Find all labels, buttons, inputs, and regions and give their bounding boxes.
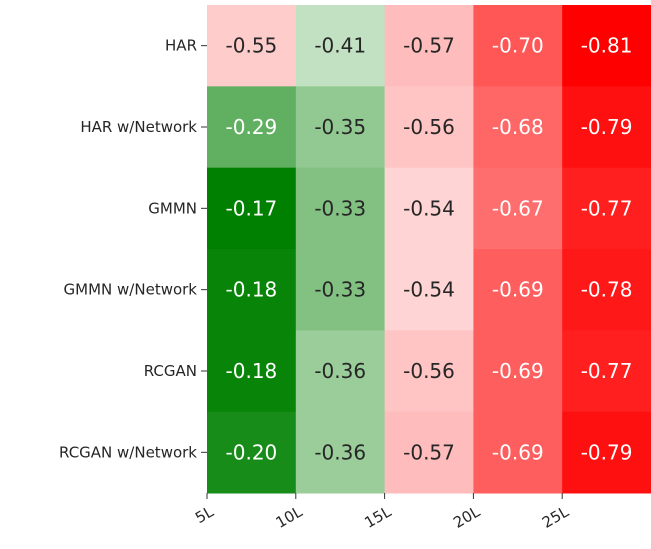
heatmap-cell bbox=[473, 167, 563, 250]
heatmap-cell bbox=[295, 167, 386, 250]
cell-value-label: -0.35 bbox=[314, 115, 366, 139]
heatmap-cell bbox=[295, 86, 386, 169]
y-tick-label: RCGAN w/Network bbox=[59, 443, 197, 461]
heatmap-cell bbox=[207, 86, 297, 169]
cell-value-label: -0.69 bbox=[492, 278, 544, 302]
heatmap-cell bbox=[562, 5, 651, 87]
heatmap-cell bbox=[207, 330, 297, 413]
heatmap-cell bbox=[207, 411, 297, 494]
heatmap-cells bbox=[207, 5, 651, 494]
cell-value-label: -0.67 bbox=[492, 196, 544, 220]
cell-value-label: -0.70 bbox=[492, 34, 544, 58]
cell-value-label: -0.69 bbox=[492, 440, 544, 464]
cell-value-label: -0.81 bbox=[581, 34, 633, 58]
y-tick-label: GMMN bbox=[148, 199, 197, 217]
heatmap-cell bbox=[562, 330, 651, 413]
heatmap-cell bbox=[207, 167, 297, 250]
cell-value-label: -0.79 bbox=[581, 440, 633, 464]
cell-value-label: -0.54 bbox=[403, 278, 455, 302]
heatmap-cell bbox=[384, 167, 474, 250]
heatmap-cell-labels: -0.55 -0.41 -0.57 -0.70 -0.81 -0.29 -0.35 -0.56… bbox=[226, 34, 633, 465]
cell-value-label: -0.36 bbox=[314, 359, 366, 383]
y-axis: HAR HAR w/Network GMMN GMMN w/Network RCGAN R… bbox=[59, 37, 207, 461]
cell-value-label: -0.77 bbox=[581, 196, 633, 220]
cell-value-label: -0.68 bbox=[492, 115, 544, 139]
x-tick-label: 20L bbox=[450, 502, 483, 532]
heatmap-cell bbox=[562, 86, 651, 169]
cell-value-label: -0.29 bbox=[226, 115, 278, 139]
cell-value-label: -0.57 bbox=[403, 440, 455, 464]
cell-value-label: -0.20 bbox=[226, 440, 278, 464]
cell-value-label: -0.56 bbox=[403, 359, 455, 383]
cell-value-label: -0.57 bbox=[403, 34, 455, 58]
heatmap-cell bbox=[207, 5, 297, 87]
cell-value-label: -0.54 bbox=[403, 196, 455, 220]
heatmap-cell bbox=[473, 86, 563, 169]
cell-value-label: -0.36 bbox=[314, 440, 366, 464]
heatmap-cell bbox=[384, 5, 474, 87]
heatmap-cell bbox=[295, 411, 386, 494]
y-tick-label: GMMN w/Network bbox=[64, 281, 198, 299]
cell-value-label: -0.17 bbox=[226, 196, 278, 220]
heatmap-cell bbox=[384, 86, 474, 169]
cell-value-label: -0.79 bbox=[581, 115, 633, 139]
x-tick-label: 25L bbox=[539, 502, 572, 532]
heatmap-cell bbox=[473, 5, 563, 87]
heatmap-cell bbox=[562, 411, 651, 494]
cell-value-label: -0.69 bbox=[492, 359, 544, 383]
heatmap-cell bbox=[384, 411, 474, 494]
x-axis: 5L 10L 15L 20L 25L bbox=[192, 493, 572, 532]
heatmap-cell bbox=[473, 249, 563, 331]
heatmap-cell bbox=[384, 249, 474, 331]
x-tick-label: 5L bbox=[192, 502, 217, 527]
y-tick-label: RCGAN bbox=[144, 362, 197, 380]
cell-value-label: -0.33 bbox=[314, 196, 366, 220]
heatmap-cell bbox=[295, 330, 386, 413]
cell-value-label: -0.33 bbox=[314, 278, 366, 302]
heatmap-cell bbox=[295, 249, 386, 331]
heatmap-cell bbox=[562, 249, 651, 331]
cell-value-label: -0.18 bbox=[226, 278, 278, 302]
cell-value-label: -0.41 bbox=[314, 34, 366, 58]
x-tick-label: 15L bbox=[361, 502, 394, 532]
cell-value-label: -0.56 bbox=[403, 115, 455, 139]
heatmap-cell bbox=[473, 330, 563, 413]
heatmap-cell bbox=[207, 249, 297, 331]
cell-value-label: -0.18 bbox=[226, 359, 278, 383]
cell-value-label: -0.55 bbox=[226, 34, 278, 58]
y-tick-label: HAR w/Network bbox=[80, 118, 197, 136]
cell-value-label: -0.77 bbox=[581, 359, 633, 383]
heatmap-cell bbox=[562, 167, 651, 250]
heatmap-cell bbox=[384, 330, 474, 413]
x-tick-label: 10L bbox=[273, 502, 306, 532]
cell-value-label: -0.78 bbox=[581, 278, 633, 302]
y-tick-label: HAR bbox=[165, 37, 197, 55]
heatmap-cell bbox=[295, 5, 386, 87]
heatmap-cell bbox=[473, 411, 563, 494]
